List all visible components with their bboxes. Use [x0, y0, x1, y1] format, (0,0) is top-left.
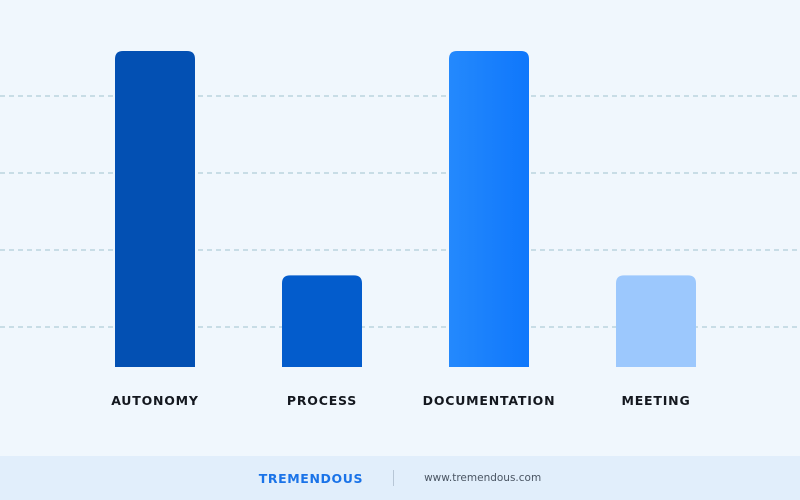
chart-svg: AUTONOMY PROCESS DOCUMENTATION MEETING	[0, 51, 800, 408]
category-label-autonomy: AUTONOMY	[111, 393, 199, 408]
footer: TREMENDOUS www.tremendous.com	[0, 456, 800, 500]
website-url: www.tremendous.com	[424, 472, 542, 484]
bars	[115, 51, 696, 367]
category-label-meeting: MEETING	[621, 393, 690, 408]
bar-autonomy	[115, 51, 195, 367]
bar-chart: AUTONOMY PROCESS DOCUMENTATION MEETING	[0, 51, 800, 408]
bar-meeting	[616, 275, 696, 367]
brand-logo: TREMENDOUS	[258, 470, 364, 486]
category-label-process: PROCESS	[287, 393, 357, 408]
footer-divider	[393, 470, 395, 486]
category-label-documentation: DOCUMENTATION	[423, 393, 556, 408]
bar-documentation	[449, 51, 529, 367]
category-labels: AUTONOMY PROCESS DOCUMENTATION MEETING	[111, 393, 690, 408]
bar-process	[282, 275, 362, 367]
